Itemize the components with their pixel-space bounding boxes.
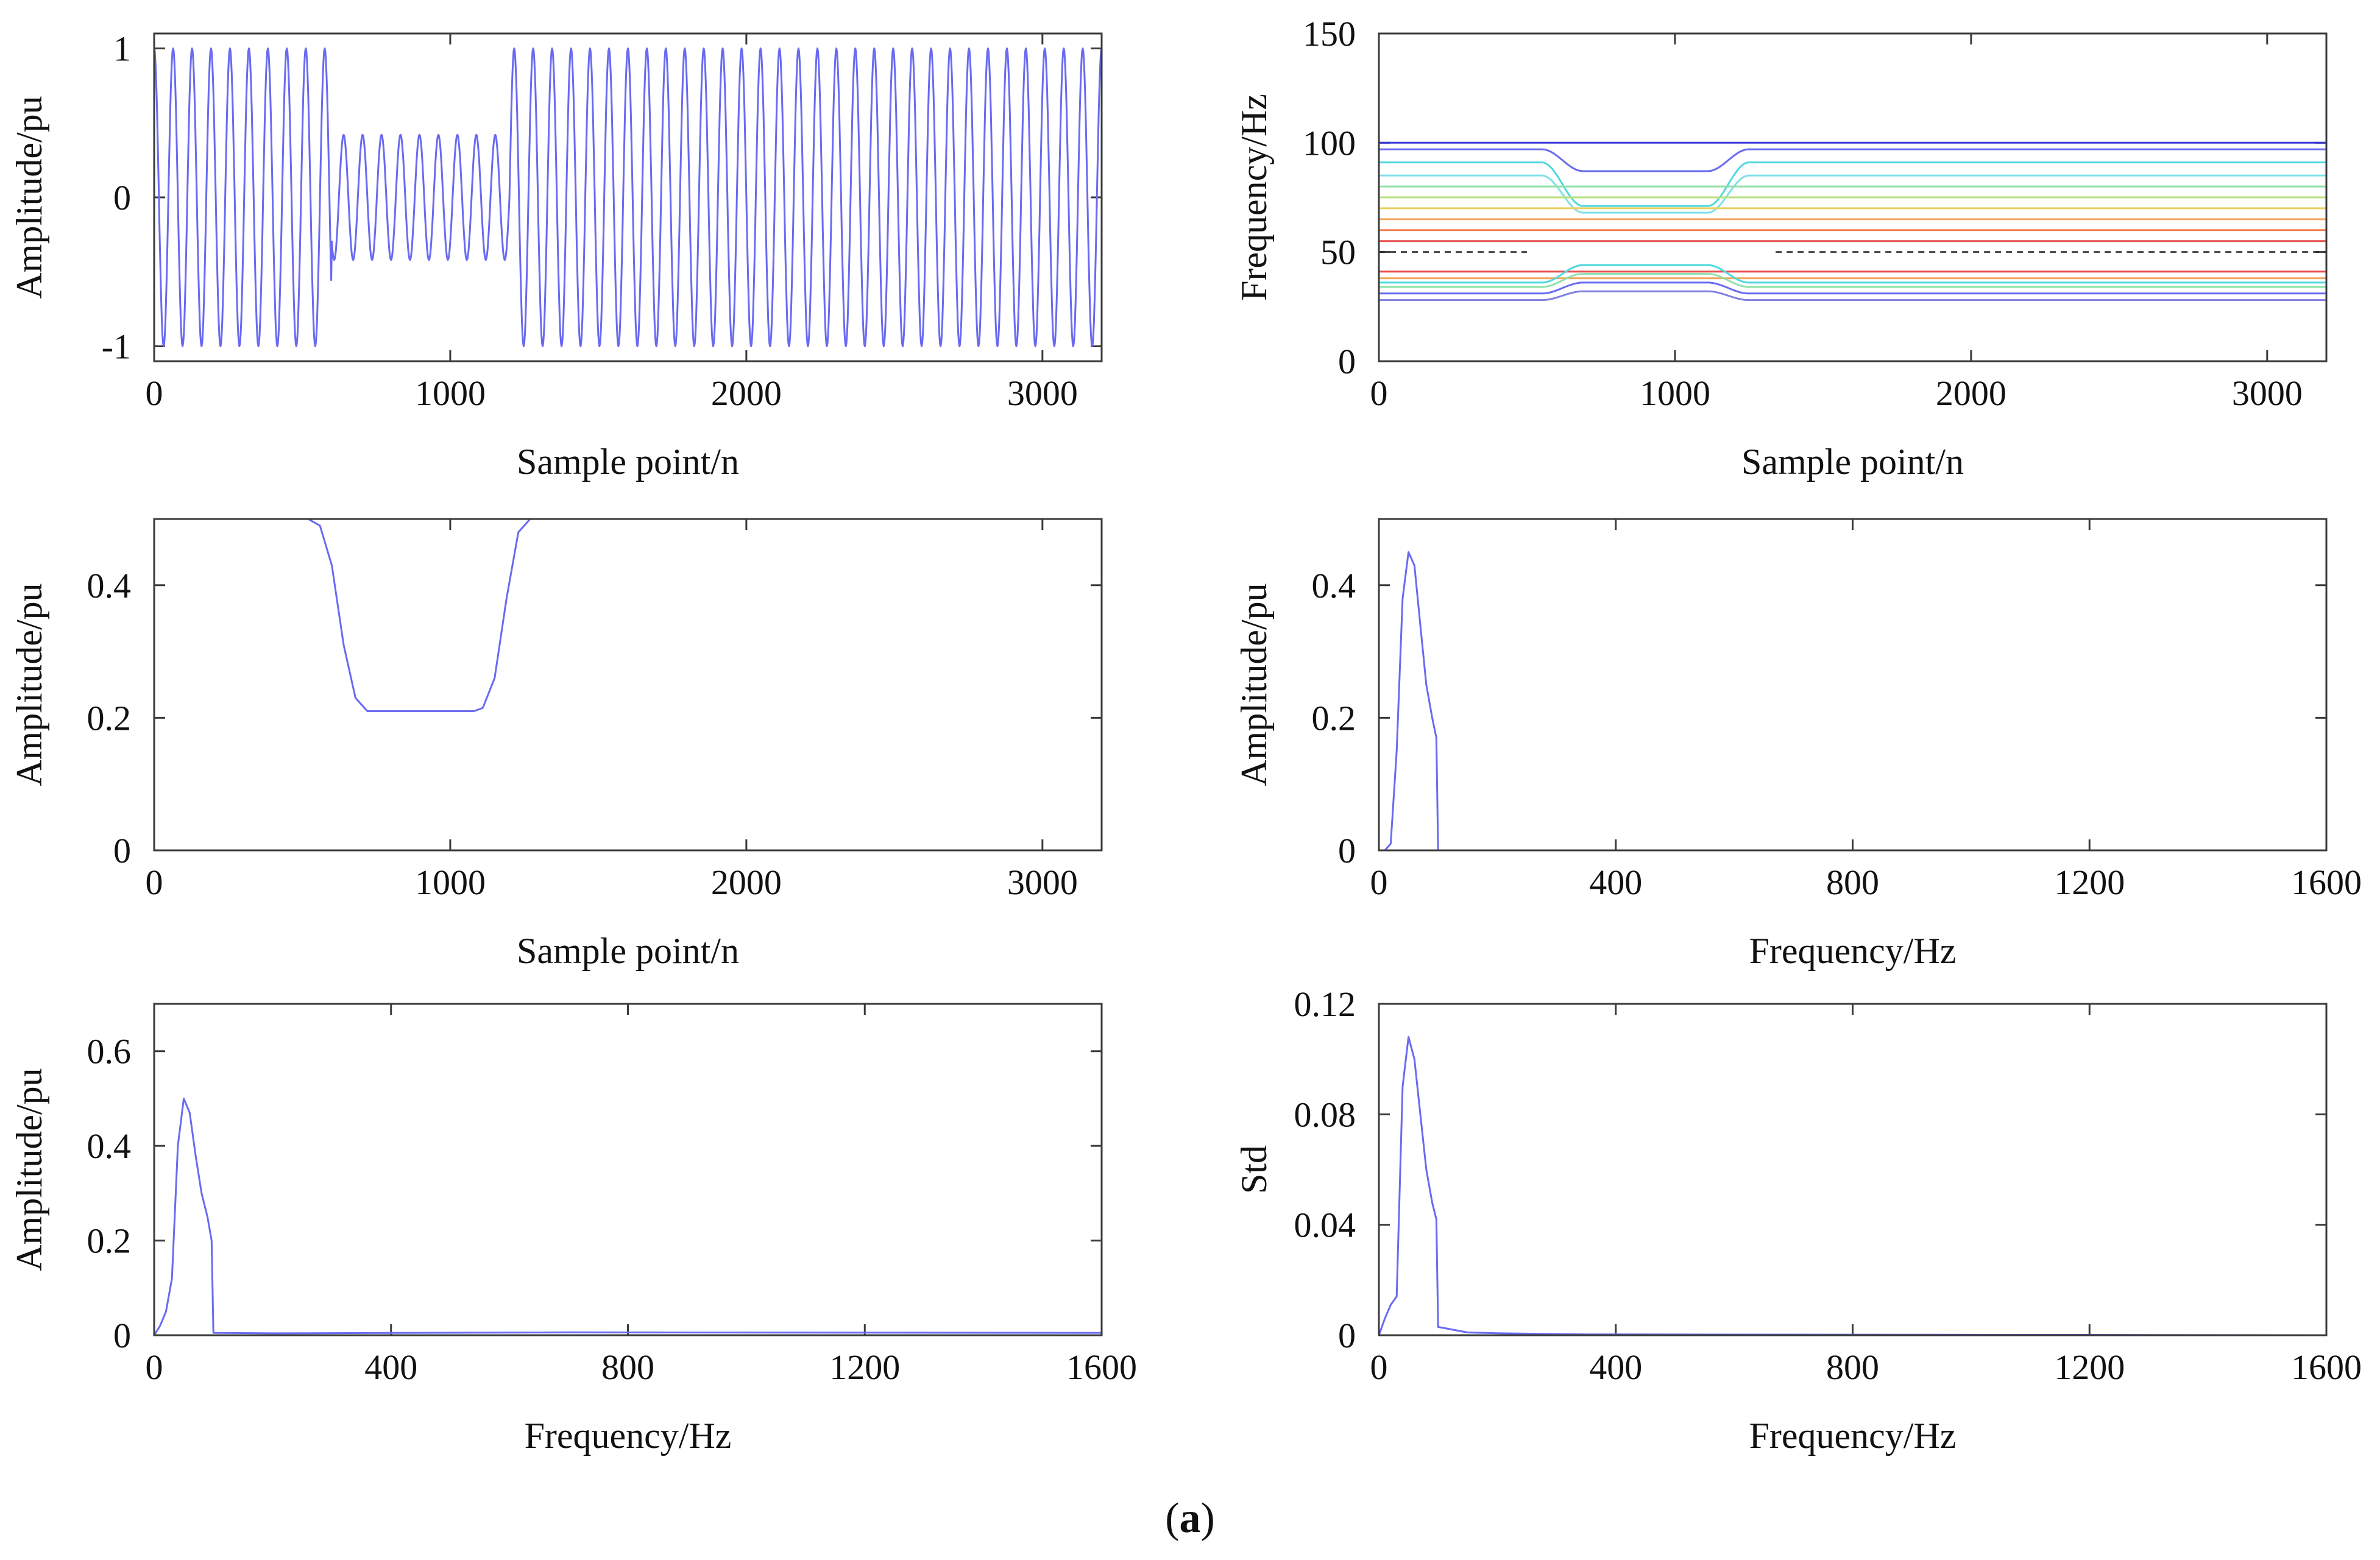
plot-frame xyxy=(1378,32,2328,362)
y-tick-label: 150 xyxy=(1303,14,1356,54)
plot-frame xyxy=(153,518,1103,852)
x-tick-label: 0 xyxy=(1370,373,1388,413)
y-tick-label: 0.4 xyxy=(87,1126,132,1166)
x-tick-label: 1200 xyxy=(2054,1347,2125,1387)
x-tick-label: 800 xyxy=(601,1347,654,1387)
caption-letter: a xyxy=(1180,1495,1201,1542)
series-line-1 xyxy=(1379,551,2326,850)
chart-panel-4: 0 400 800 1200 1600 0 0.2 0.4 Frequency/Hz Amplit… xyxy=(1234,518,2362,971)
plot-area xyxy=(154,519,1102,712)
contour-level-15 xyxy=(1379,281,2326,295)
y-axis-label: Amplitude/pu xyxy=(9,1068,49,1271)
y-tick-label: -1 xyxy=(102,327,131,367)
x-tick-label: 2000 xyxy=(1936,373,2006,413)
y-axis-label: Frequency/Hz xyxy=(1234,94,1274,301)
caption-close-paren: ) xyxy=(1201,1495,1215,1542)
y-tick-label: 0.2 xyxy=(87,1221,132,1261)
x-tick-label: 3000 xyxy=(2232,373,2303,413)
signal-line xyxy=(154,48,1102,347)
y-tick-label: 0 xyxy=(1338,831,1356,870)
y-tick-label: 0 xyxy=(113,831,131,870)
plot-frame xyxy=(1378,1003,2328,1336)
y-axis-label: Amplitude/pu xyxy=(1234,583,1274,786)
plot-frame xyxy=(153,32,1103,362)
x-tick-label: 0 xyxy=(146,863,163,902)
y-tick-label: 0.6 xyxy=(87,1032,132,1071)
figure-caption: (a) xyxy=(1165,1495,1215,1542)
y-tick-label: 50 xyxy=(1320,233,1356,272)
y-axis-label: Amplitude/pu xyxy=(9,96,49,298)
contour-level-4 xyxy=(1379,174,2326,214)
x-tick-label: 2000 xyxy=(711,373,782,413)
x-tick-label: 0 xyxy=(1370,863,1388,902)
plot-area xyxy=(154,1097,1102,1335)
series-line-1 xyxy=(1379,1036,2326,1335)
x-tick-label: 800 xyxy=(1826,1347,1879,1387)
x-tick-label: 3000 xyxy=(1007,863,1078,902)
plot-area xyxy=(1379,1036,2326,1335)
y-tick-label: 0.4 xyxy=(1312,566,1356,605)
y-tick-label: 100 xyxy=(1303,123,1356,163)
x-tick-label: 1000 xyxy=(415,863,486,902)
x-tick-label: 1200 xyxy=(829,1347,900,1387)
chart-panel-2: 0 1000 2000 3000 0 50 100 150 Sample point/n Freq… xyxy=(1234,14,2328,482)
caption-open-paren: ( xyxy=(1165,1495,1179,1542)
x-tick-label: 2000 xyxy=(711,863,782,902)
x-tick-label: 400 xyxy=(1589,1347,1642,1387)
plot-area xyxy=(1379,141,2326,302)
y-tick-label: 0 xyxy=(1338,342,1356,381)
x-tick-label: 1200 xyxy=(2054,863,2125,902)
y-tick-label: 0.12 xyxy=(1294,984,1356,1024)
y-axis-label: Std xyxy=(1234,1145,1274,1194)
y-tick-label: 0.4 xyxy=(87,566,132,605)
x-tick-label: 1600 xyxy=(1066,1347,1137,1387)
x-tick-label: 0 xyxy=(1370,1347,1388,1387)
plot-frame xyxy=(153,1003,1103,1336)
contour-level-16 xyxy=(1379,290,2326,302)
y-tick-label: 0.2 xyxy=(87,698,132,738)
x-axis-label: Sample point/n xyxy=(517,442,739,482)
x-axis-label: Frequency/Hz xyxy=(525,1416,732,1456)
series-line-1 xyxy=(154,1097,1102,1335)
contour-level-3 xyxy=(1379,161,2326,207)
x-tick-label: 1000 xyxy=(415,373,486,413)
x-axis-label: Sample point/n xyxy=(1741,442,1964,482)
x-axis-label: Sample point/n xyxy=(517,931,739,971)
x-tick-label: 3000 xyxy=(1007,373,1078,413)
x-tick-label: 0 xyxy=(146,373,163,413)
x-tick-label: 400 xyxy=(364,1347,417,1387)
y-tick-label: 0.04 xyxy=(1294,1205,1356,1245)
chart-panel-1: 0 1000 2000 3000 -1 0 1 Sample point/n Amplitude… xyxy=(9,29,1103,482)
contour-level-13 xyxy=(1379,264,2326,284)
y-tick-label: 0 xyxy=(113,178,131,217)
plot-area xyxy=(154,48,1102,347)
y-tick-label: 0.08 xyxy=(1294,1095,1356,1134)
chart-panel-6: 0 400 800 1200 1600 0 0.04 0.08 0.12 Frequency/Hz… xyxy=(1234,984,2362,1456)
chart-panel-3: 0 1000 2000 3000 0 0.2 0.4 Sample point/n Amplit… xyxy=(9,518,1103,971)
x-tick-label: 1000 xyxy=(1640,373,1710,413)
contour-level-14 xyxy=(1379,273,2326,288)
y-tick-label: 0.2 xyxy=(1312,698,1356,738)
y-tick-label: 0 xyxy=(113,1316,131,1355)
x-tick-label: 1600 xyxy=(2291,1347,2362,1387)
x-axis-label: Frequency/Hz xyxy=(1749,931,1957,971)
plot-area xyxy=(1379,551,2326,850)
x-tick-label: 1600 xyxy=(2291,863,2362,902)
y-tick-label: 0 xyxy=(1338,1316,1356,1355)
plot-frame xyxy=(1378,518,2328,852)
series-line-1 xyxy=(154,519,1102,712)
x-tick-label: 400 xyxy=(1589,863,1642,902)
x-tick-label: 800 xyxy=(1826,863,1879,902)
y-tick-label: 1 xyxy=(113,29,131,68)
x-tick-label: 0 xyxy=(146,1347,163,1387)
y-axis-label: Amplitude/pu xyxy=(9,583,49,786)
contour-level-2 xyxy=(1379,148,2326,172)
x-axis-label: Frequency/Hz xyxy=(1749,1416,1957,1456)
chart-panel-5: 0 400 800 1200 1600 0 0.2 0.4 0.6 Frequency/Hz Amp… xyxy=(9,1003,1137,1456)
